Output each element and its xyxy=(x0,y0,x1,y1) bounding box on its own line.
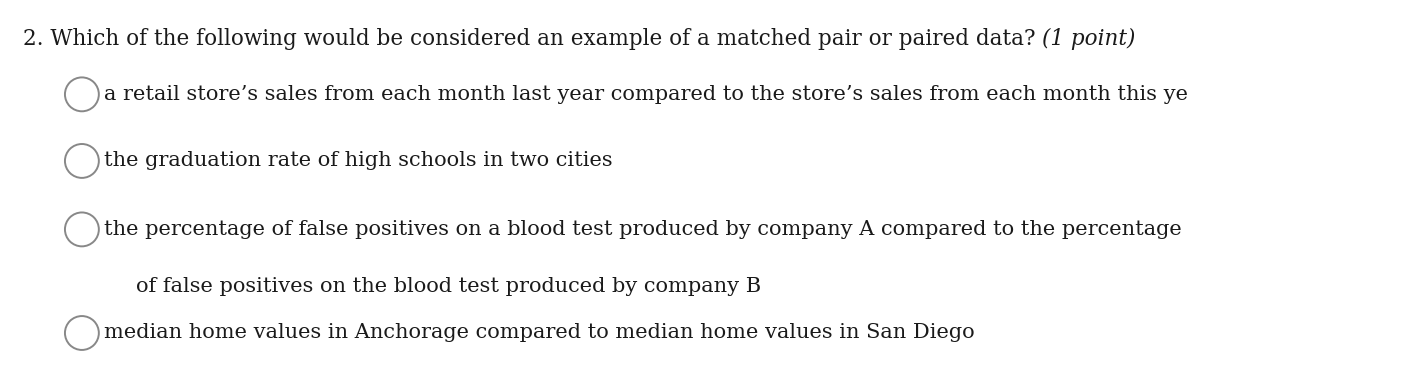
Text: the graduation rate of high schools in two cities: the graduation rate of high schools in t… xyxy=(104,151,613,171)
Text: (1 point): (1 point) xyxy=(1042,28,1135,50)
Text: the percentage of false positives on a blood test produced by company A compared: the percentage of false positives on a b… xyxy=(104,220,1182,239)
Text: 2. Which of the following would be considered an example of a matched pair or pa: 2. Which of the following would be consi… xyxy=(23,28,1035,50)
Text: of false positives on the blood test produced by company B: of false positives on the blood test pro… xyxy=(136,277,761,296)
Text: median home values in Anchorage compared to median home values in San Diego: median home values in Anchorage compared… xyxy=(104,323,976,343)
Text: a retail store’s sales from each month last year compared to the store’s sales f: a retail store’s sales from each month l… xyxy=(104,85,1189,104)
